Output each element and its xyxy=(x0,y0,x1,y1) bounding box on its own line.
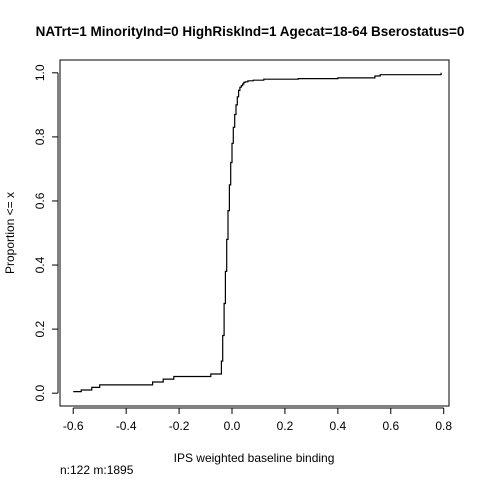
y-axis-label: Proportion <= x xyxy=(3,192,17,274)
x-tick-label: -0.2 xyxy=(169,419,190,433)
chart-title: NATrt=1 MinorityInd=0 HighRiskInd=1 Agec… xyxy=(36,24,465,39)
x-tick-label: 0.2 xyxy=(277,419,294,433)
x-axis-label: IPS weighted baseline binding xyxy=(174,451,335,465)
x-tick-label: 0.6 xyxy=(382,419,399,433)
y-tick-label: 1.0 xyxy=(33,64,47,81)
y-tick-label: 0.2 xyxy=(33,320,47,337)
x-tick-label: 0.0 xyxy=(224,419,241,433)
x-tick-label: -0.6 xyxy=(63,419,84,433)
y-tick-label: 0.4 xyxy=(33,256,47,273)
sample-size-note: n:122 m:1895 xyxy=(60,463,134,477)
plot-frame xyxy=(59,59,450,407)
ecdf-step-line xyxy=(73,72,442,393)
x-tick-label: -0.4 xyxy=(116,419,137,433)
y-tick-label: 0.0 xyxy=(33,385,47,402)
y-tick-label: 0.8 xyxy=(33,128,47,145)
y-tick-label: 0.6 xyxy=(33,192,47,209)
y-axis: 0.0 0.2 0.4 0.6 0.8 1.0 xyxy=(33,64,59,402)
x-axis: -0.6 -0.4 -0.2 0.0 0.2 0.4 0.6 0.8 xyxy=(63,407,452,433)
x-tick-label: 0.4 xyxy=(330,419,347,433)
x-tick-label: 0.8 xyxy=(435,419,452,433)
